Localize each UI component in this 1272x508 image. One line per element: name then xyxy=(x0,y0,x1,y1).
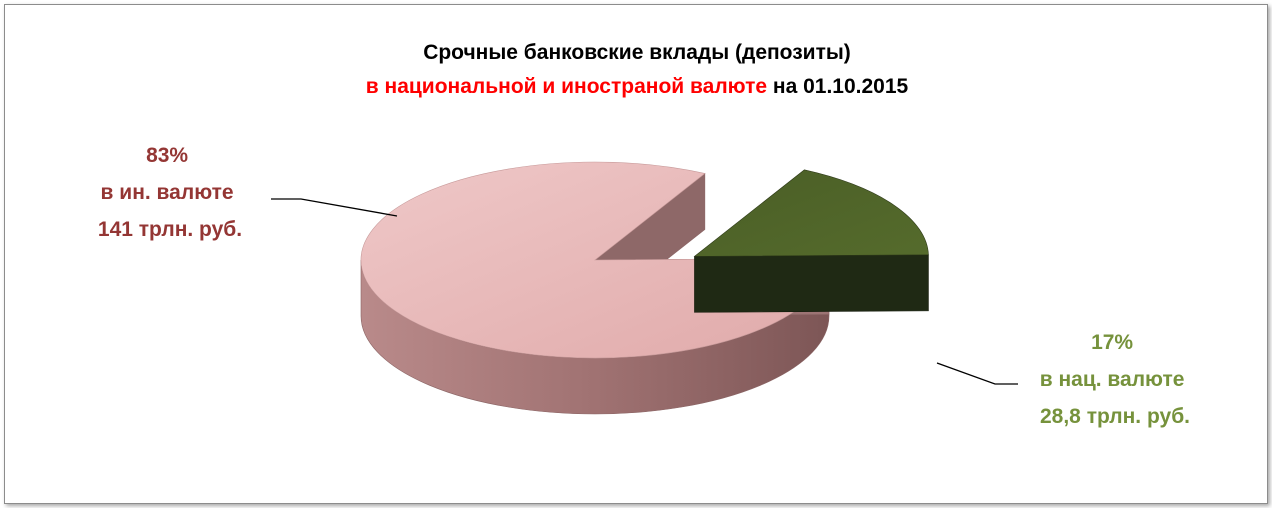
slice-label-foreign-percent: 83% xyxy=(146,144,188,167)
slice-label-foreign-name: в ин. валюте xyxy=(101,181,234,204)
chart-title-highlight: в национальной и иностраной валюте xyxy=(366,75,767,98)
slice-label-foreign: 83% в ин. валюте 141 трлн. руб. xyxy=(98,144,242,241)
slice-label-national-name: в нац. валюте xyxy=(1040,368,1185,391)
pie-slices xyxy=(360,161,929,415)
leader-line-national xyxy=(936,362,1018,385)
pie-slice-national-top xyxy=(693,169,929,257)
slice-label-foreign-amount: 141 трлн. руб. xyxy=(98,218,242,241)
pie-slice-national xyxy=(693,169,929,313)
chart-title-line-2: в национальной и иностраной валюте на 01… xyxy=(366,75,909,98)
chart-title-date: на 01.10.2015 xyxy=(767,75,908,98)
slice-label-national-percent: 17% xyxy=(1091,331,1133,354)
slice-label-national-amount: 28,8 трлн. руб. xyxy=(1040,405,1190,428)
chart-title-line-1: Срочные банковские вклады (депозиты) xyxy=(423,41,851,64)
leader-line-foreign xyxy=(271,198,398,217)
chart-area: Срочные банковские вклады (депозиты) в н… xyxy=(4,4,1268,504)
pie-slice-national-cut-wall xyxy=(694,254,929,313)
slice-label-national: 17% в нац. валюте 28,8 трлн. руб. xyxy=(1040,331,1191,428)
pie-chart: Срочные банковские вклады (депозиты) в н… xyxy=(98,41,1191,428)
